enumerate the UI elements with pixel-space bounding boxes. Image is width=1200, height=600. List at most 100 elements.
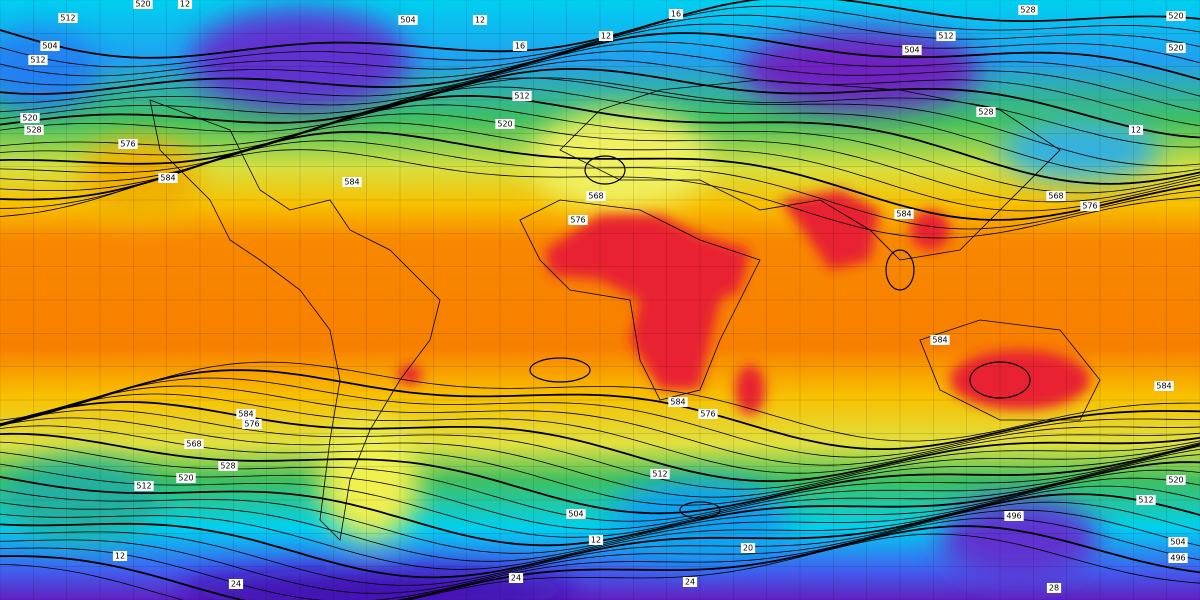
- contour-label: 12: [598, 31, 614, 41]
- label-box: [158, 173, 178, 183]
- label-box: [668, 397, 688, 407]
- label-box: [598, 31, 614, 41]
- label-box: [242, 419, 262, 429]
- label-box: [512, 91, 532, 101]
- contour-label: 584: [668, 397, 688, 407]
- contour-line: [0, 94, 1200, 185]
- contour-label: 568: [184, 439, 204, 449]
- label-box: [1136, 495, 1156, 505]
- label-box: [1166, 11, 1186, 21]
- contour-label: 576: [118, 139, 138, 149]
- contour-line: [0, 393, 1200, 474]
- label-box: [566, 509, 586, 519]
- contour-label: 24: [508, 573, 524, 583]
- label-text: 24: [511, 574, 521, 583]
- contour-label: 512: [650, 469, 670, 479]
- contour-label: 24: [228, 579, 244, 589]
- label-box: [495, 119, 515, 129]
- label-box: [176, 473, 196, 483]
- label-text: 576: [570, 216, 585, 225]
- contour-label: 504: [1168, 537, 1188, 547]
- contour-label: 24: [682, 577, 698, 587]
- contour-label: 28: [1046, 583, 1062, 593]
- contour-line: [0, 32, 1200, 95]
- label-box: [218, 461, 238, 471]
- label-box: [24, 125, 44, 135]
- contour-label: 568: [1046, 191, 1066, 201]
- contour-line: [0, 130, 1200, 221]
- label-box: [894, 209, 914, 219]
- label-box: [936, 31, 956, 41]
- label-text: 12: [601, 32, 611, 41]
- label-box: [134, 481, 154, 491]
- label-box: [177, 0, 193, 9]
- label-box: [1166, 43, 1186, 53]
- contour-line: [0, 67, 1200, 139]
- label-box: [902, 45, 922, 55]
- contour-line: [0, 149, 1200, 239]
- contour-line: [0, 77, 1200, 167]
- label-box: [1168, 537, 1188, 547]
- contour-label: 520: [1166, 11, 1186, 21]
- hot-regions: [398, 190, 1090, 415]
- label-text: 512: [1138, 496, 1153, 505]
- label-box: [1018, 5, 1038, 15]
- contour-label: 520: [133, 0, 153, 9]
- contour-label: 512: [512, 91, 532, 101]
- label-text: 528: [220, 462, 235, 471]
- label-text: 576: [244, 420, 259, 429]
- label-text: 528: [26, 126, 41, 135]
- label-box: [568, 215, 588, 225]
- label-text: 584: [896, 210, 911, 219]
- label-box: [1154, 381, 1174, 391]
- label-box: [668, 9, 684, 19]
- label-box: [1046, 583, 1062, 593]
- label-text: 12: [1131, 126, 1141, 135]
- contour-label: 576: [568, 215, 588, 225]
- contour-label: 584: [342, 177, 362, 187]
- label-text: 496: [1170, 554, 1185, 563]
- label-text: 504: [904, 46, 919, 55]
- label-box: [472, 15, 488, 25]
- contour-line: [0, 385, 1200, 466]
- contour-label: 576: [698, 409, 718, 419]
- label-text: 512: [652, 470, 667, 479]
- label-box: [133, 0, 153, 9]
- contour-label: 12: [588, 535, 604, 545]
- contour-label: 12: [1128, 125, 1144, 135]
- contour-label: 496: [1004, 511, 1024, 521]
- label-box: [184, 439, 204, 449]
- contour-label: 520: [1166, 475, 1186, 485]
- contour-label: 512: [1136, 495, 1156, 505]
- contour-label: 528: [976, 107, 996, 117]
- contour-line: [0, 493, 1200, 579]
- label-box: [398, 15, 418, 25]
- label-text: 504: [1170, 538, 1185, 547]
- label-text: 512: [136, 482, 151, 491]
- contour-line: [0, 77, 1200, 148]
- label-text: 520: [1168, 44, 1183, 53]
- label-text: 512: [938, 32, 953, 41]
- label-text: 504: [400, 16, 415, 25]
- contour-loop: [679, 501, 721, 519]
- contour-label: 504: [40, 41, 60, 51]
- label-text: 512: [514, 92, 529, 101]
- contour-label: 504: [566, 509, 586, 519]
- contour-line: [0, 104, 1200, 194]
- contour-line: [0, 59, 1200, 127]
- label-box: [112, 551, 128, 561]
- contour-line: [0, 501, 1200, 586]
- label-text: 520: [497, 120, 512, 129]
- label-text: 528: [978, 108, 993, 117]
- label-text: 576: [700, 410, 715, 419]
- contour-line: [0, 409, 1200, 490]
- contour-line: [0, 441, 1200, 522]
- contour-label: 16: [668, 9, 684, 19]
- contour-label: 20: [740, 543, 756, 553]
- label-box: [698, 409, 718, 419]
- contour-label: 584: [894, 209, 914, 219]
- label-box: [586, 191, 606, 201]
- contour-line: [0, 517, 1200, 600]
